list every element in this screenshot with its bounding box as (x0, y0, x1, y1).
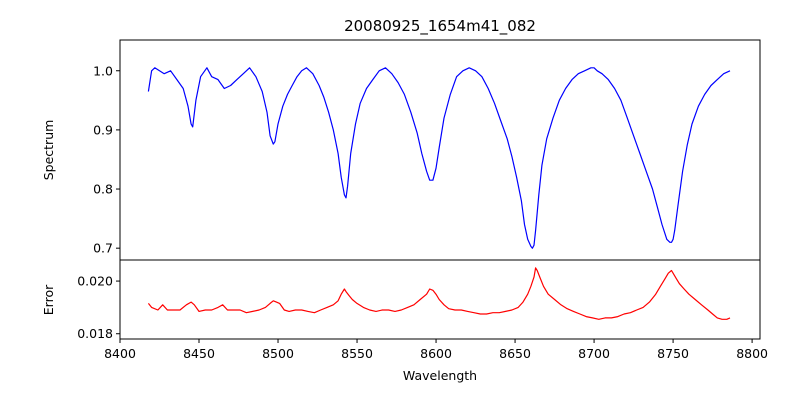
x-tick-label: 8500 (262, 346, 294, 361)
error-axes-frame (119, 259, 761, 340)
spectrum-y-tick-label: 0.9 (93, 122, 113, 137)
spectrum-y-ticks: 0.7 0.8 0.9 1.0 (93, 63, 120, 256)
x-tick-label: 8750 (657, 346, 689, 361)
x-tick-label: 8650 (499, 346, 531, 361)
x-tick-label: 8800 (736, 346, 768, 361)
error-series (147, 267, 731, 320)
spectrum-y-tick-label: 0.7 (93, 241, 113, 256)
error-axis-ticks: 0.018 0.020 8400 8450 8500 8550 8600 8650 8700 87… (77, 274, 768, 361)
error-y-tick-label: 0.020 (77, 274, 113, 289)
spectrum-panel: 0.7 0.8 0.9 1.0 Spectrum (41, 39, 761, 261)
x-tick-label: 8450 (183, 346, 215, 361)
x-axis-label: Wavelength (403, 368, 477, 383)
x-tick-label: 8400 (104, 346, 136, 361)
spectrum-line (147, 67, 731, 249)
chart-title: 20080925_1654m41_082 (344, 17, 536, 36)
spectrum-series (147, 67, 731, 249)
x-tick-label: 8550 (341, 346, 373, 361)
spectrum-y-axis-label: Spectrum (41, 120, 56, 181)
error-panel: 0.018 0.020 8400 8450 8500 8550 8600 8650 8700 87… (41, 259, 768, 383)
error-line (147, 267, 731, 320)
spectrum-y-tick-label: 0.8 (93, 182, 113, 197)
spectrum-y-tick-label: 1.0 (93, 63, 113, 78)
x-tick-label: 8700 (578, 346, 610, 361)
x-tick-label: 8600 (420, 346, 452, 361)
error-y-tick-label: 0.018 (77, 326, 113, 341)
error-y-axis-label: Error (41, 284, 56, 315)
